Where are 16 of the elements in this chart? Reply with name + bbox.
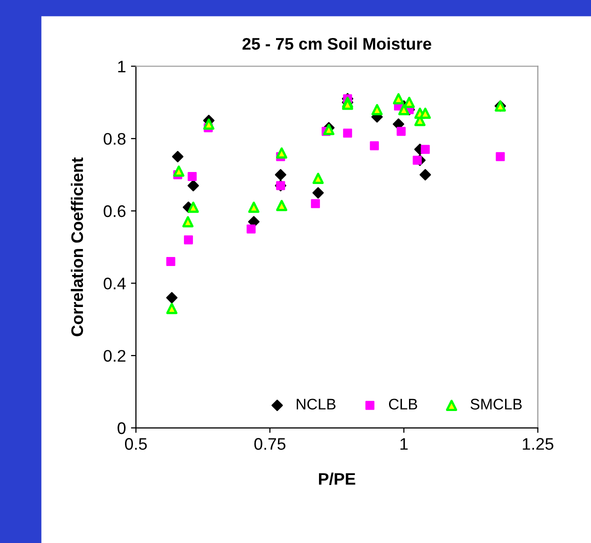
x-tick-label: 0.75 (254, 438, 286, 450)
y-tick-label: 0.6 (104, 205, 126, 218)
y-tick-label: 1 (118, 60, 126, 72)
chart-title: 25 - 75 cm Soil Moisture (242, 38, 432, 50)
y-tick-label: 0 (118, 422, 126, 434)
legend-label: SMCLB (470, 398, 522, 410)
x-tick-label: 0.5 (125, 438, 147, 450)
x-tick-label: 1.25 (522, 438, 554, 450)
legend-label: CLB (389, 398, 418, 410)
y-axis-title: Correlation Coefficient (70, 157, 84, 336)
y-tick-label: 0.4 (104, 278, 126, 290)
x-tick-label: 1 (400, 438, 408, 450)
y-tick-label: 0.8 (104, 132, 126, 145)
x-axis-title: P/PE (318, 472, 356, 485)
y-tick-label: 0.2 (104, 350, 126, 362)
legend-label: NCLB (296, 398, 336, 410)
